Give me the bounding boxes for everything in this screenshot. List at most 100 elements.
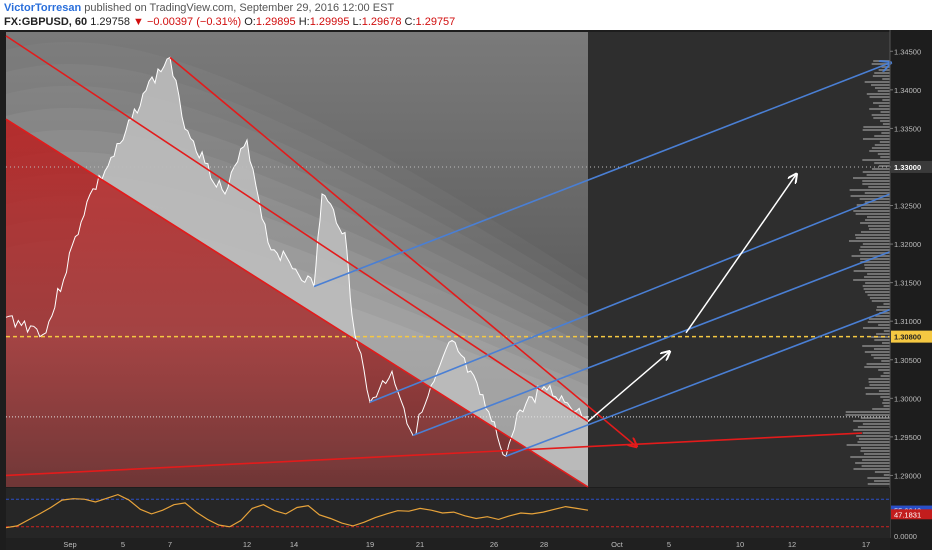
volume-profile-bar [856,435,890,437]
price-tick-label: 1.30000 [894,394,921,403]
price-tick-label: 1.34000 [894,86,921,95]
volume-profile-bar [880,156,890,158]
volume-profile-bar [865,219,890,221]
volume-profile-bar [863,126,890,128]
red-channel-top[interactable] [5,35,589,423]
white-arrow-1[interactable] [587,352,669,423]
volume-profile-bar [846,444,890,446]
volume-profile-bar [868,381,890,383]
red-long-diagonal[interactable] [5,118,589,488]
volume-profile-bar [864,81,890,83]
volume-profile-bar [869,150,890,152]
volume-profile-bar [855,234,890,236]
volume-profile-bar [864,264,890,266]
volume-profile-bar [866,174,890,176]
volume-profile-bar [867,477,890,479]
oscillator-tick-label: 0.0000 [894,532,917,541]
volume-profile-bar [863,453,890,455]
price-line [5,56,589,457]
volume-profile-bar [878,69,890,71]
volume-profile-bar [881,360,890,362]
author-link[interactable]: VictorTorresan [4,2,82,14]
volume-profile-bar [862,327,890,329]
volume-profile-bar [850,195,890,197]
price-label-box [891,330,932,343]
blue-fork-line-2[interactable] [369,193,891,403]
blue-fork-top[interactable] [313,63,890,288]
volume-profile-bar [868,318,890,320]
open-value: 1.29895 [255,16,296,28]
change-value: −0.00397 (−0.31%) [146,16,242,28]
volume-profile-bar [852,177,890,179]
volume-profile-bar [851,255,890,257]
volume-profile-bar [864,192,890,194]
trend-lines[interactable] [5,35,891,488]
time-axis [6,538,890,550]
volume-profile-bar [853,270,890,272]
publish-info: VictorTorresan published on TradingView.… [4,2,394,14]
price-tick-label: 1.30500 [894,356,921,365]
volume-profile-bar [864,276,890,278]
volume-profile-bar [845,414,890,416]
volume-profile-bar [857,441,890,443]
volume-profile-bar [876,306,890,308]
volume-profile-bar [853,420,890,422]
volume-profile-bar [874,87,890,89]
volume-profile-bar [883,303,890,305]
time-tick-label: 26 [490,540,498,549]
volume-profile-bar [871,300,890,302]
volume-profile-bar [860,258,890,260]
volume-profile-bar [860,246,890,248]
price-tick-label: 1.29500 [894,433,921,442]
oscillator-label-text: 47.1831 [894,510,921,519]
price-chart[interactable]: 1.34500 1.34000 1.33500 1.33000 1.32500 1.320… [0,30,932,550]
volume-profile-bar [862,432,890,434]
volume-profile-bar [861,465,890,467]
ohlc-legend: FX:GBPUSD, 60 1.29758 ▼ −0.00397 (−0.31%… [4,16,455,28]
red-support[interactable] [5,432,863,477]
volume-profile-bar [859,249,890,251]
volume-profile-bar [864,366,890,368]
white-arrow-2[interactable] [685,175,796,334]
volume-profile-bar [880,396,890,398]
volume-profile-bar [882,402,890,404]
price-tick-label: 1.31000 [894,317,921,326]
volume-profile [845,60,890,485]
volume-profile-bar [883,330,890,332]
volume-profile-bar [861,207,890,209]
low-value: 1.29678 [361,16,402,28]
close-value: 1.29757 [415,16,456,28]
volume-profile-bar [883,399,890,401]
price-tick-label: 1.32500 [894,202,921,211]
price-axis: 1.34500 1.34000 1.33500 1.33000 1.32500 1.320… [889,30,932,538]
time-tick-label: 12 [243,540,251,549]
published-text: published on TradingView.com, September … [84,2,395,14]
volume-profile-bar [867,483,890,485]
time-axis-labels: Sep 5 7 12 14 19 21 26 28 Oct 5 10 12 17 [63,540,870,549]
volume-profile-bar [871,147,890,149]
volume-profile-bar [878,105,890,107]
volume-profile-bar [880,120,890,122]
price-tick-label: 1.32000 [894,240,921,249]
volume-profile-bar [877,153,890,155]
blue-fork-bottom[interactable] [505,308,891,457]
volume-profile-bar [862,180,890,182]
price-label-text: 1.30800 [894,333,921,342]
volume-profile-bar [860,231,890,233]
volume-profile-bar [874,339,890,341]
volume-profile-bar [868,186,890,188]
volume-profile-bar [850,456,890,458]
volume-profile-bar [862,243,890,245]
blue-fork-line-3[interactable] [412,251,891,437]
volume-profile-bar [857,426,890,428]
volume-profile-bar [871,336,890,338]
low-label: L: [352,16,362,28]
volume-profile-bar [859,198,890,200]
volume-profile-bar [860,222,890,224]
time-tick-label: 21 [416,540,424,549]
volume-profile-bar [862,171,890,173]
volume-profile-bar [868,228,890,230]
symbol-label[interactable]: FX:GBPUSD, 60 [4,16,88,28]
volume-profile-bar [877,90,890,92]
